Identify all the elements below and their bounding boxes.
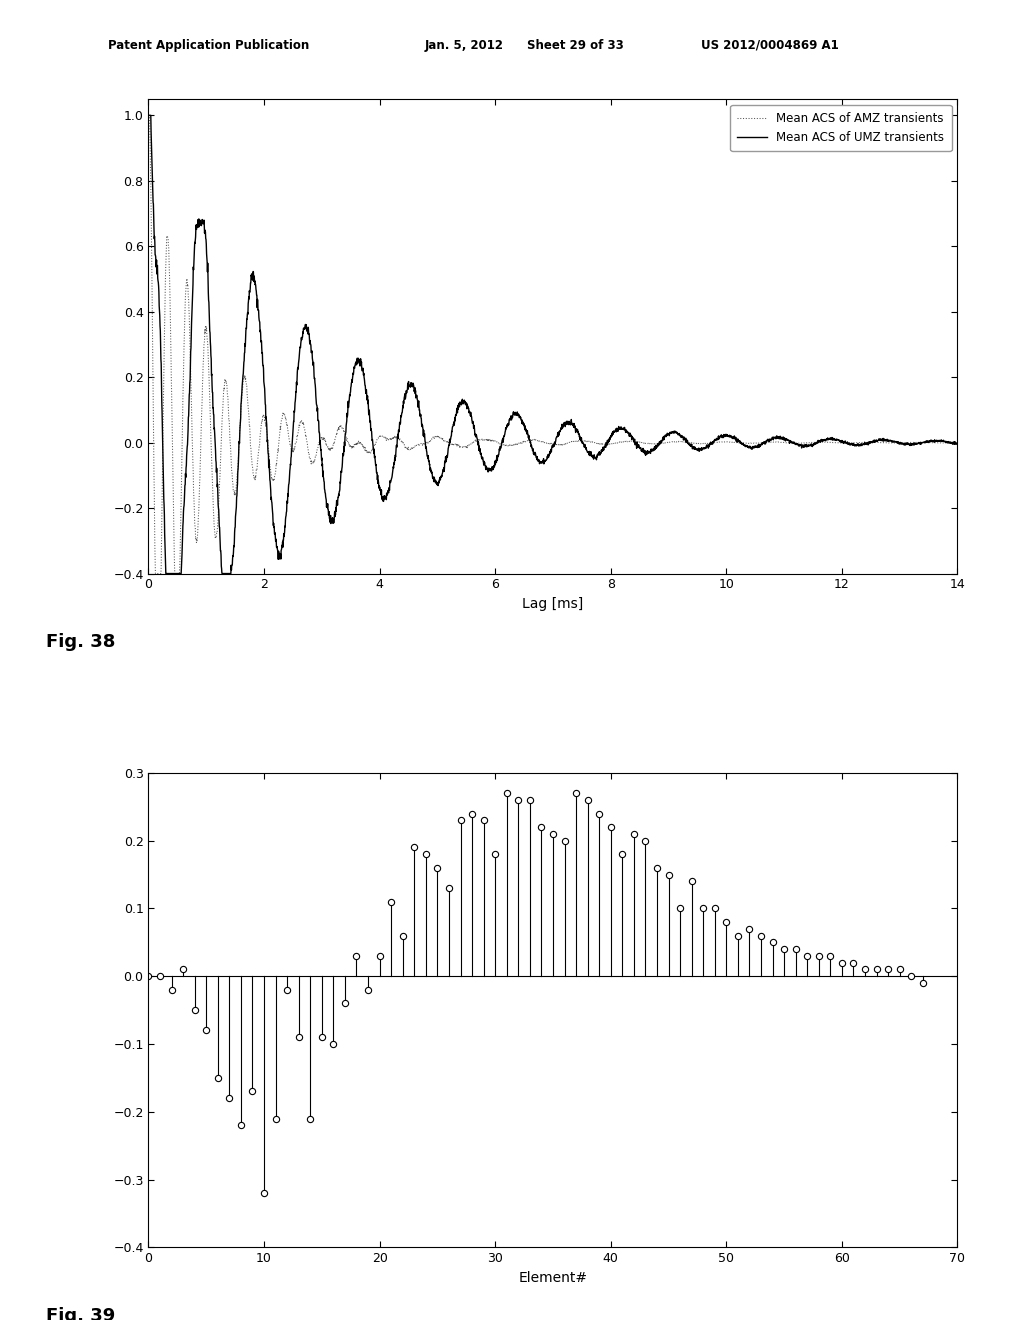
Text: Sheet 29 of 33: Sheet 29 of 33 <box>527 40 624 51</box>
Text: US 2012/0004869 A1: US 2012/0004869 A1 <box>701 40 840 51</box>
Text: Patent Application Publication: Patent Application Publication <box>108 40 309 51</box>
Legend: Mean ACS of AMZ transients, Mean ACS of UMZ transients: Mean ACS of AMZ transients, Mean ACS of … <box>730 104 951 150</box>
X-axis label: Element#: Element# <box>518 1271 588 1284</box>
X-axis label: Lag [ms]: Lag [ms] <box>522 597 584 611</box>
Text: Fig. 38: Fig. 38 <box>46 634 116 651</box>
Text: Jan. 5, 2012: Jan. 5, 2012 <box>425 40 504 51</box>
Text: Fig. 39: Fig. 39 <box>46 1307 116 1320</box>
